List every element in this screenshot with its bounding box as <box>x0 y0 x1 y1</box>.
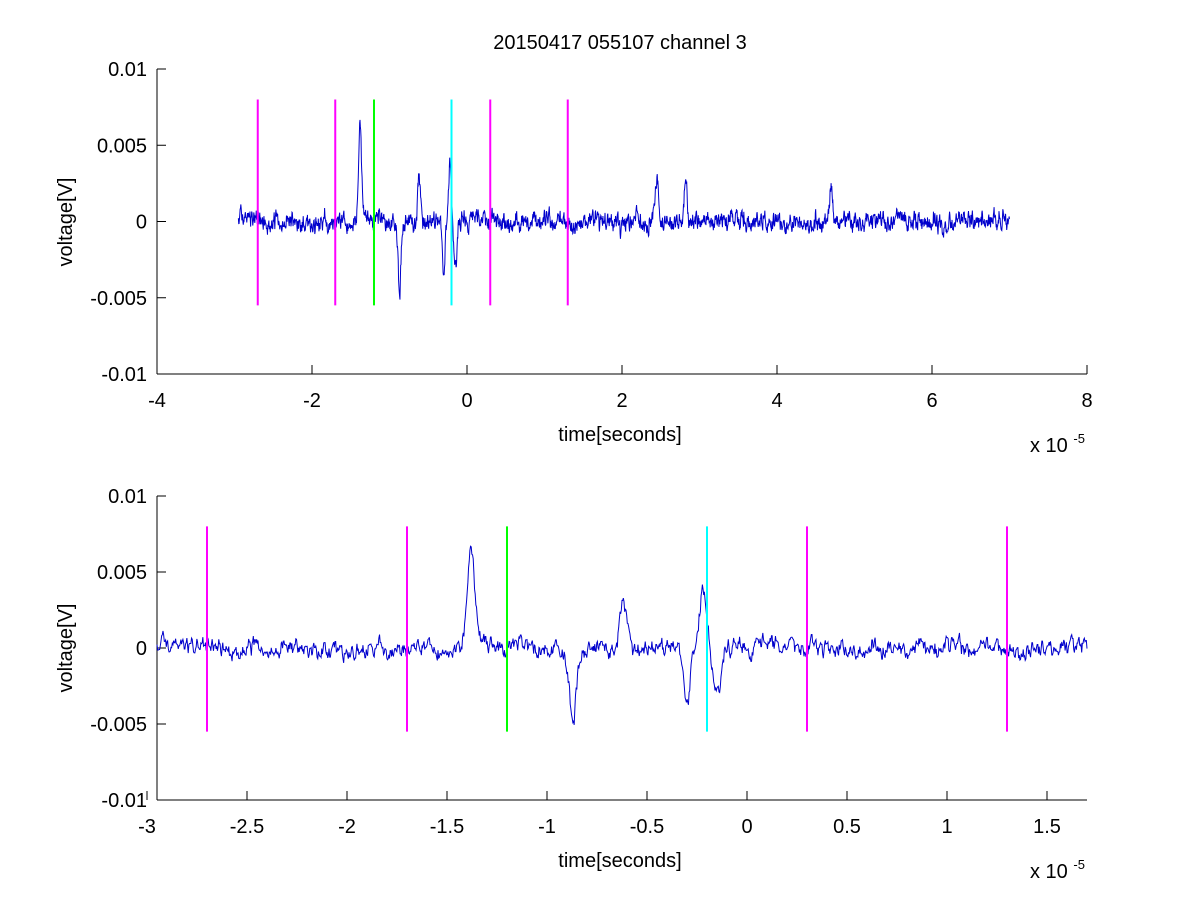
subplot-top-x-exponent-power: -5 <box>1073 431 1085 446</box>
subplot-top-y-tick-label: 0 <box>136 212 147 234</box>
subplot-bottom-xlabel: time[seconds] <box>558 850 681 872</box>
subplot-bottom-x-tick-label: -2 <box>338 816 356 838</box>
subplot-bottom-y-tick-label: 0.01 <box>108 486 147 508</box>
subplot-bottom-x-tick-label: -0.5 <box>630 816 664 838</box>
subplot-top-x-exponent: x 10 -5 <box>1030 431 1085 457</box>
subplot-bottom-y-tick-label: 0 <box>136 638 147 660</box>
subplot-bottom-y-tick-label: 0.005 <box>97 562 147 584</box>
subplot-bottom-x-tick-label: 0.5 <box>833 816 861 838</box>
subplot-top-y-tick-label: 0.01 <box>108 59 147 81</box>
subplot-bottom-plot-area: -3 -2.5 -2 -1.5 -1 -0.5 0 0.5 1 1.5 -0.01 -0.005 0 0.… <box>90 486 1088 838</box>
subplot-bottom-x-exponent: x 10 -5 <box>1030 857 1085 883</box>
subplot-bottom-x-exponent-base: x 10 <box>1030 861 1068 883</box>
subplot-top-x-exponent-base: x 10 <box>1030 435 1068 457</box>
subplot-bottom-x-exponent-power: -5 <box>1073 857 1085 872</box>
subplot-top-y-tick-label: -0.005 <box>90 288 147 310</box>
subplot-top-xlabel: time[seconds] <box>558 424 681 446</box>
subplot-bottom-x-tick-label: -3 <box>138 816 156 838</box>
subplot-top-plot-area: -4 -2 0 2 4 6 8 -0.01 -0.005 0 0.005 0.01 <box>90 59 1092 412</box>
subplot-bottom-x-tick-label: 1 <box>941 816 952 838</box>
subplot-top-y-tick-label: -0.01 <box>101 364 147 386</box>
subplot-top-x-tick-label: 8 <box>1081 390 1092 412</box>
subplot-top-x-tick-label: -4 <box>148 390 166 412</box>
subplot-top-signal-line <box>237 119 1010 300</box>
subplot-bottom-x-tick-label: -1 <box>538 816 556 838</box>
subplot-bottom-ylabel: voltage[V] <box>55 604 77 693</box>
subplot-top-x-tick-label: 6 <box>926 390 937 412</box>
subplot-top-x-tick-label: 0 <box>461 390 472 412</box>
subplot-bottom-x-tick-label: 0 <box>741 816 752 838</box>
subplot-bottom: -3 -2.5 -2 -1.5 -1 -0.5 0 0.5 1 1.5 -0.01 -0.005 0 0.… <box>55 486 1088 883</box>
subplot-bottom-x-tick-label: -1.5 <box>430 816 464 838</box>
subplot-bottom-x-tick-label: 1.5 <box>1033 816 1061 838</box>
subplot-top-x-tick-label: -2 <box>303 390 321 412</box>
subplot-top-ylabel: voltage[V] <box>55 178 77 267</box>
subplot-top-x-tick-label: 4 <box>771 390 782 412</box>
subplot-top-y-tick-label: 0.005 <box>97 135 147 157</box>
subplot-bottom-y-tick-label: -0.01 <box>101 790 147 812</box>
subplot-top: -4 -2 0 2 4 6 8 -0.01 -0.005 0 0.005 0.01 time[seco… <box>55 59 1093 457</box>
subplot-bottom-signal-line <box>156 545 1088 725</box>
subplot-bottom-x-tick-label: -2.5 <box>230 816 264 838</box>
figure-title: 20150417 055107 channel 3 <box>493 32 747 54</box>
subplot-bottom-y-tick-label: -0.005 <box>90 714 147 736</box>
subplot-top-x-tick-label: 2 <box>616 390 627 412</box>
